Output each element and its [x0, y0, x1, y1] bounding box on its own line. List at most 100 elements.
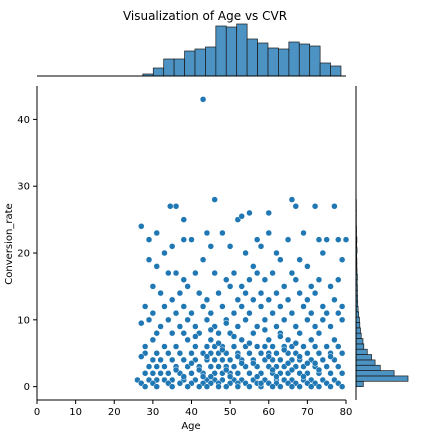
scatter-point-159 [300, 343, 307, 350]
scatter-point-29 [323, 236, 330, 243]
scatter-point-47 [199, 256, 207, 263]
marginal-y-bar-11 [355, 322, 361, 329]
scatter-point-61 [327, 283, 334, 290]
marginal-x-bar-6 [184, 50, 196, 77]
scatter-point-290 [203, 383, 211, 390]
scatter-point-227 [165, 370, 172, 377]
scatter-point-65 [168, 296, 176, 304]
scatter-point-316 [219, 346, 226, 354]
scatter-point-116 [242, 316, 249, 324]
marginal-y-bar-2 [355, 370, 395, 377]
scatter-point-35 [250, 263, 257, 270]
scatter-point-63 [149, 283, 157, 290]
scatter-point-102 [307, 309, 315, 317]
scatter-point-147 [184, 336, 191, 344]
scatter-point-152 [230, 343, 238, 350]
scatter-point-314 [188, 360, 195, 367]
scatter-point-182 [338, 349, 346, 357]
scatter-point-125 [327, 323, 334, 330]
scatter-point-167 [188, 349, 195, 357]
scatter-point-86 [149, 309, 157, 317]
scatter-point-93 [219, 303, 226, 310]
x-tick-label-1: 10 [69, 407, 82, 418]
scatter-point-331 [192, 333, 199, 340]
scatter-point-0 [199, 96, 207, 103]
scatter-points [134, 96, 350, 390]
scatter-point-20 [203, 229, 211, 237]
scatter-point-74 [250, 296, 257, 304]
scatter-point-286 [153, 383, 160, 390]
scatter-point-85 [141, 303, 149, 310]
scatter-point-92 [207, 309, 215, 317]
scatter-point-117 [253, 323, 261, 330]
scatter-point-191 [219, 356, 226, 364]
scatter-point-94 [230, 309, 238, 317]
scatter-point-82 [319, 303, 327, 310]
scatter-point-28 [315, 236, 323, 243]
scatter-point-186 [168, 356, 176, 364]
scatter-point-111 [203, 316, 211, 324]
x-tick-label-7: 70 [301, 407, 314, 418]
scatter-point-334 [199, 373, 207, 380]
scatter-point-323 [327, 353, 334, 360]
marginal-y-bar-3 [355, 364, 381, 371]
scatter-point-115 [234, 323, 242, 330]
scatter-point-337 [273, 373, 280, 380]
marginal-x-bar-14 [267, 47, 279, 77]
scatter-point-190 [211, 356, 218, 364]
scatter-point-106 [157, 323, 164, 330]
scatter-point-105 [145, 316, 153, 324]
marginal-x-bar-18 [309, 45, 321, 77]
scatter-point-67 [184, 283, 191, 290]
scatter-point-41 [145, 256, 153, 263]
scatter-point-43 [165, 269, 172, 277]
scatter-point-100 [288, 309, 296, 317]
scatter-point-101 [300, 303, 307, 310]
marginal-y-bar-5 [355, 354, 372, 361]
scatter-point-81 [311, 289, 319, 297]
scatter-point-22 [253, 236, 261, 243]
scatter-point-26 [284, 236, 292, 243]
scatter-point-107 [165, 316, 172, 324]
marginal-y-bar-10 [355, 327, 361, 334]
scatter-point-306 [207, 373, 215, 380]
scatter-point-328 [261, 326, 269, 334]
scatter-point-36 [277, 256, 284, 263]
scatter-point-98 [269, 309, 276, 317]
scatter-point-48 [211, 269, 218, 277]
scatter-point-69 [203, 296, 211, 304]
scatter-point-132 [207, 336, 215, 344]
scatter-point-197 [277, 356, 284, 364]
scatter-point-2 [288, 196, 296, 203]
marginal-x-bar-9 [215, 25, 227, 77]
scatter-point-73 [242, 289, 249, 297]
scatter-point-333 [223, 319, 230, 327]
scatter-point-96 [246, 309, 253, 317]
scatter-point-173 [246, 349, 253, 357]
scatter-point-224 [141, 370, 149, 377]
scatter-point-84 [338, 303, 346, 310]
scatter-point-140 [307, 336, 315, 344]
scatter-point-307 [223, 366, 230, 374]
scatter-point-60 [315, 276, 323, 283]
scatter-point-14 [145, 236, 153, 243]
scatter-point-312 [300, 373, 307, 380]
scatter-point-285 [141, 383, 149, 390]
scatter-point-34 [242, 249, 249, 257]
scatter-point-8 [265, 209, 272, 217]
scatter-point-303 [338, 383, 346, 390]
scatter-point-229 [188, 370, 195, 377]
scatter-point-320 [280, 346, 288, 354]
scatter-point-165 [165, 349, 172, 357]
scatter-point-129 [168, 329, 176, 337]
scatter-point-97 [257, 303, 265, 310]
scatter-point-325 [215, 339, 222, 347]
scatter-point-210 [215, 363, 222, 370]
scatter-point-244 [338, 370, 346, 377]
scatter-point-119 [273, 323, 280, 330]
scatter-point-89 [180, 303, 188, 310]
scatter-point-109 [184, 316, 191, 324]
scatter-point-135 [250, 329, 257, 337]
scatter-point-201 [319, 356, 327, 364]
y-tick-label-1: 10 [17, 315, 30, 326]
